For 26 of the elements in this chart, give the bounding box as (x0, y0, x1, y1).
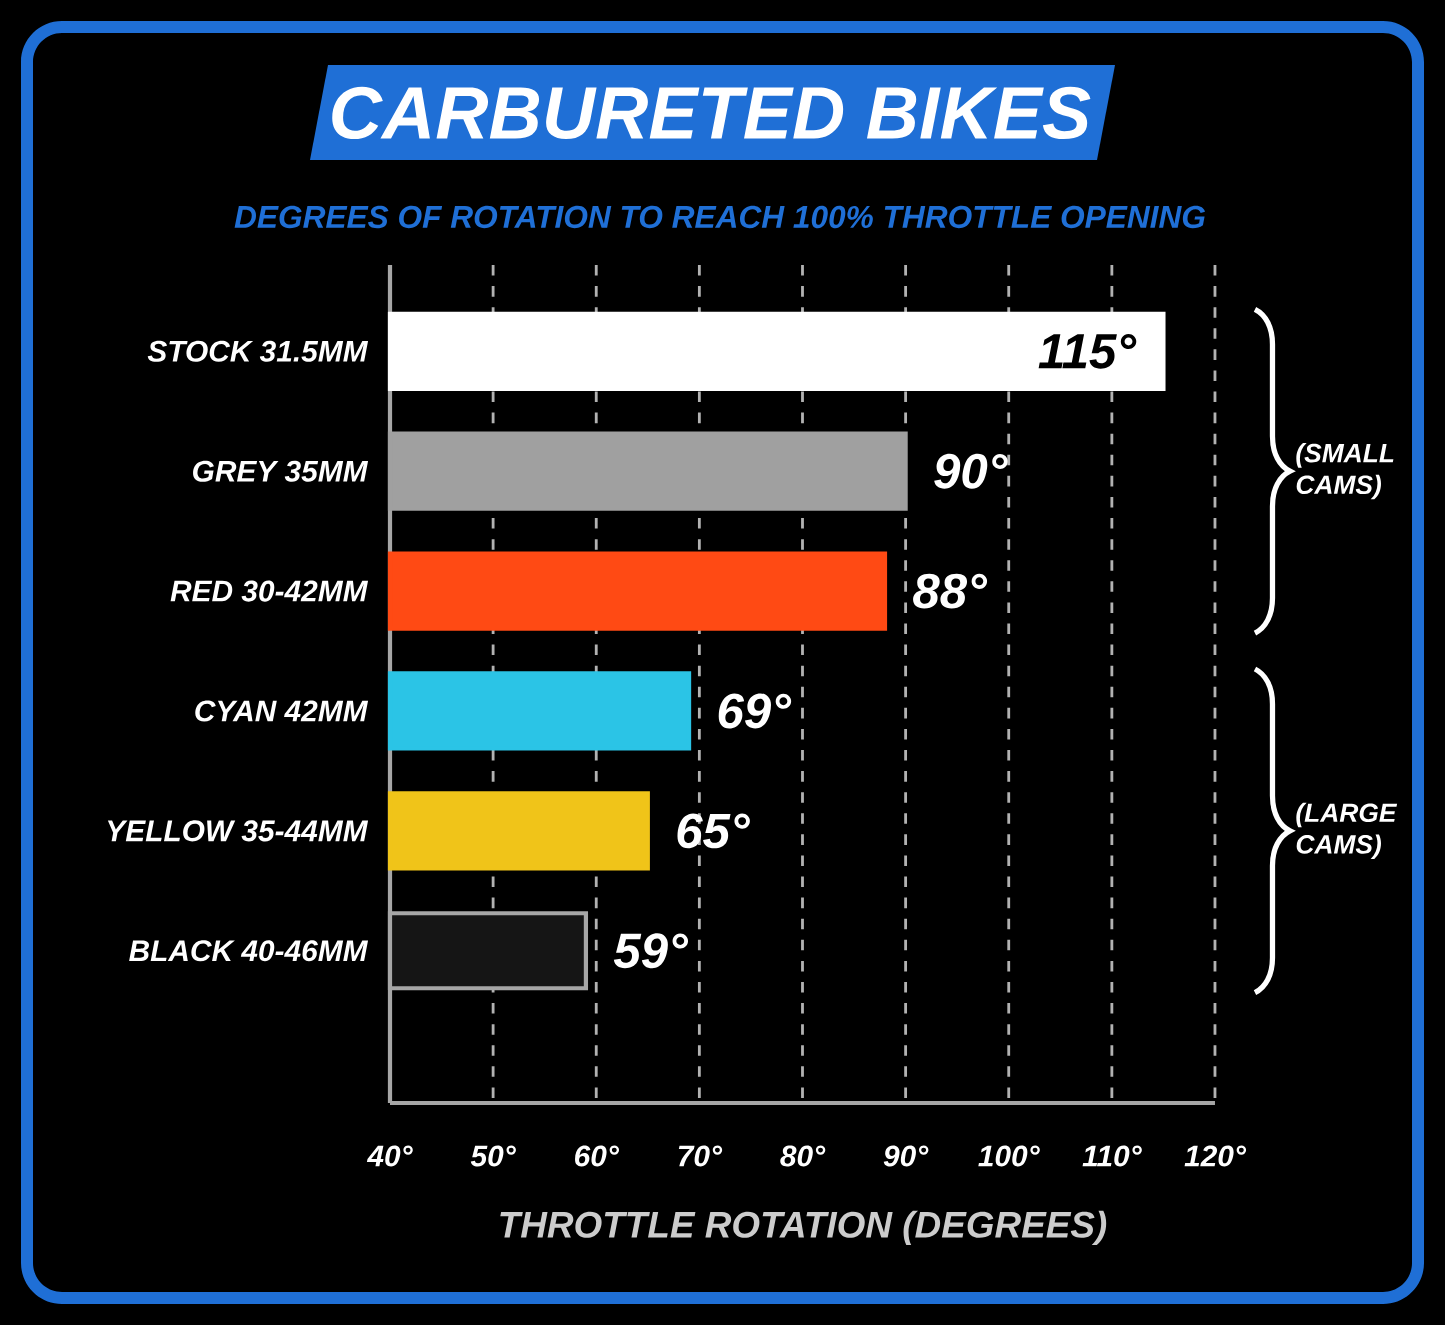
data-label: 69° (718, 693, 792, 729)
y-tick-label: RED 30-42MM (170, 580, 369, 602)
x-tick-label: 110° (1082, 1145, 1142, 1167)
text: (LARGE CAMS) (1296, 802, 1398, 859)
x-tick-label: 120° (1184, 1145, 1247, 1167)
data-label: 115° (1038, 333, 1137, 369)
y-tick-label: BLACK 40-46MM (129, 940, 369, 962)
x-tick-label: 60° (575, 1145, 619, 1167)
x-tick-label: 40° (366, 1145, 413, 1167)
chart-subtitle: DEGREES OF ROTATION TO REACH 100% THROTTLE OPENING (234, 205, 1205, 229)
chart-title: CARBURETED BIKES (332, 86, 1091, 140)
x-tick-label: 90° (883, 1145, 929, 1167)
x-tick-label: 50° (470, 1145, 516, 1167)
x-tick-label: 100° (978, 1145, 1040, 1167)
y-tick-label: CYAN 42MM (195, 700, 369, 722)
data-label: 59° (613, 933, 689, 969)
y-tick-label: YELLOW 35-44MM (107, 820, 369, 842)
data-label: 90° (934, 453, 1008, 489)
x-tick-label: 80° (780, 1145, 826, 1167)
text: (SMALL CAMS) (1296, 443, 1394, 500)
x-tick-label: 70° (678, 1145, 723, 1167)
data-label: 65° (677, 813, 750, 849)
y-tick-label: STOCK 31.5MM (147, 340, 369, 362)
y-tick-label: GREY 35MM (193, 460, 369, 482)
x-axis-title: THROTTLE ROTATION (DEGREES) (500, 1210, 1107, 1246)
data-label: 88° (913, 573, 988, 609)
